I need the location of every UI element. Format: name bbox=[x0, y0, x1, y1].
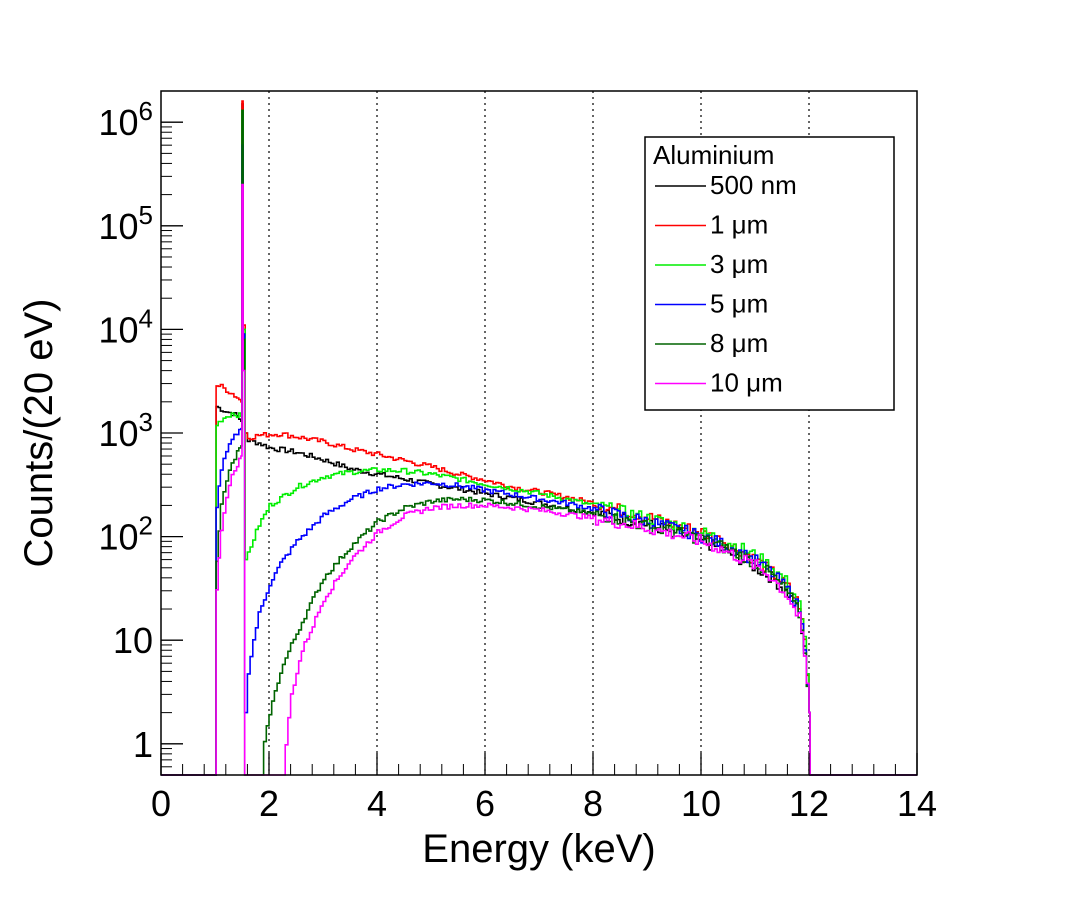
y-tick-base: 10 bbox=[98, 413, 138, 454]
y-tick-label: 10 bbox=[113, 620, 153, 661]
x-tick-label: 2 bbox=[259, 783, 279, 824]
y-tick-label: 104 bbox=[98, 303, 153, 350]
y-tick-label: 103 bbox=[98, 407, 153, 454]
x-tick-label: 8 bbox=[583, 783, 603, 824]
y-tick-base: 10 bbox=[98, 309, 138, 350]
y-axis-title: Counts/(20 eV) bbox=[17, 298, 61, 567]
y-tick-exponent: 3 bbox=[139, 407, 153, 437]
x-axis-title: Energy (keV) bbox=[422, 827, 655, 871]
legend-label: 10 μm bbox=[710, 368, 783, 398]
y-tick-label: 102 bbox=[98, 511, 153, 558]
legend-entries: 500 nm 1 μm 3 μm 5 μm 8 μm 10 μm bbox=[655, 170, 797, 398]
x-tick-label: 14 bbox=[897, 783, 937, 824]
legend-title: Aluminium bbox=[653, 140, 774, 170]
legend-label: 8 μm bbox=[710, 328, 768, 358]
legend-label: 1 μm bbox=[710, 210, 768, 240]
legend: Aluminium 500 nm 1 μm 3 μm 5 μm 8 μm 10 μm bbox=[644, 136, 895, 411]
x-tick-label: 6 bbox=[475, 783, 495, 824]
x-tick-label: 10 bbox=[681, 783, 721, 824]
y-tick-label: 1 bbox=[133, 724, 153, 765]
series-lines bbox=[161, 100, 917, 776]
y-tick-base: 10 bbox=[98, 517, 138, 558]
series-line-8-μm bbox=[161, 109, 917, 776]
y-tick-exponent: 6 bbox=[139, 96, 153, 126]
legend-label: 3 μm bbox=[710, 249, 768, 279]
legend-label: 500 nm bbox=[710, 170, 797, 200]
series-line-3-μm bbox=[161, 109, 917, 776]
x-tick-label: 0 bbox=[151, 783, 171, 824]
legend-label: 5 μm bbox=[710, 289, 768, 319]
legend-box bbox=[644, 136, 895, 411]
x-tick-label: 12 bbox=[789, 783, 829, 824]
y-tick-base: 10 bbox=[98, 206, 138, 247]
y-tick-label: 105 bbox=[98, 200, 153, 247]
series-line-10-μm bbox=[161, 183, 917, 776]
y-tick-exponent: 2 bbox=[139, 511, 153, 541]
y-tick-base: 10 bbox=[98, 102, 138, 143]
y-tick-label: 106 bbox=[98, 96, 153, 143]
x-tick-label: 4 bbox=[367, 783, 387, 824]
y-tick-exponent: 5 bbox=[139, 200, 153, 230]
y-tick-exponent: 4 bbox=[139, 303, 153, 333]
